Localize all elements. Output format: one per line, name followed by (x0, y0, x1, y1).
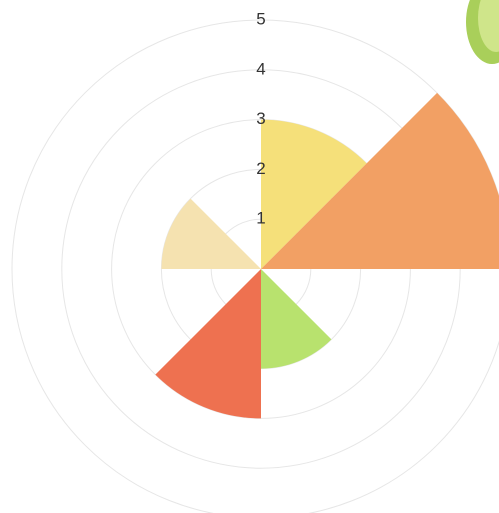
decor-vegetable (466, 0, 499, 64)
r-tick-label: 5 (256, 9, 265, 28)
r-tick-label: 1 (256, 209, 265, 228)
sector (261, 119, 367, 269)
sector (261, 92, 499, 269)
r-tick-label: 3 (256, 109, 265, 128)
grid-circle (11, 19, 499, 513)
sector (155, 269, 261, 419)
r-tick-label: 2 (256, 159, 265, 178)
sector (161, 198, 261, 269)
sector (261, 269, 332, 369)
r-tick-label: 4 (256, 59, 265, 78)
